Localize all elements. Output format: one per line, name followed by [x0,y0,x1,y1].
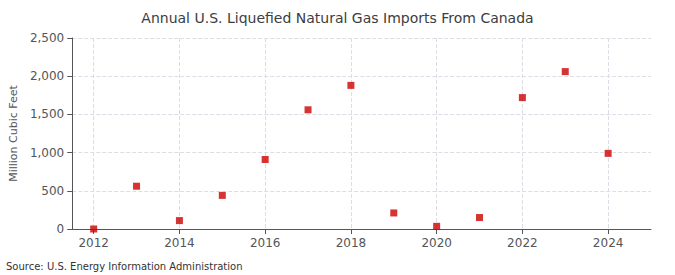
svg-text:2012: 2012 [78,236,109,250]
svg-text:0: 0 [57,222,65,236]
svg-text:500: 500 [41,184,64,198]
svg-text:Million Cubic Feet: Million Cubic Feet [7,84,20,181]
svg-text:2016: 2016 [250,236,281,250]
svg-text:2,000: 2,000 [30,69,64,83]
svg-text:2,500: 2,500 [30,31,64,45]
svg-text:1,000: 1,000 [30,146,64,160]
svg-text:2020: 2020 [421,236,452,250]
svg-text:2024: 2024 [593,236,624,250]
svg-text:Annual U.S. Liquefied Natural: Annual U.S. Liquefied Natural Gas Import… [141,10,533,26]
svg-text:2014: 2014 [164,236,195,250]
svg-text:2022: 2022 [507,236,538,250]
svg-text:2018: 2018 [336,236,367,250]
svg-text:Source: U.S. Energy Informatio: Source: U.S. Energy Information Administ… [6,261,243,272]
svg-text:1,500: 1,500 [30,107,64,121]
